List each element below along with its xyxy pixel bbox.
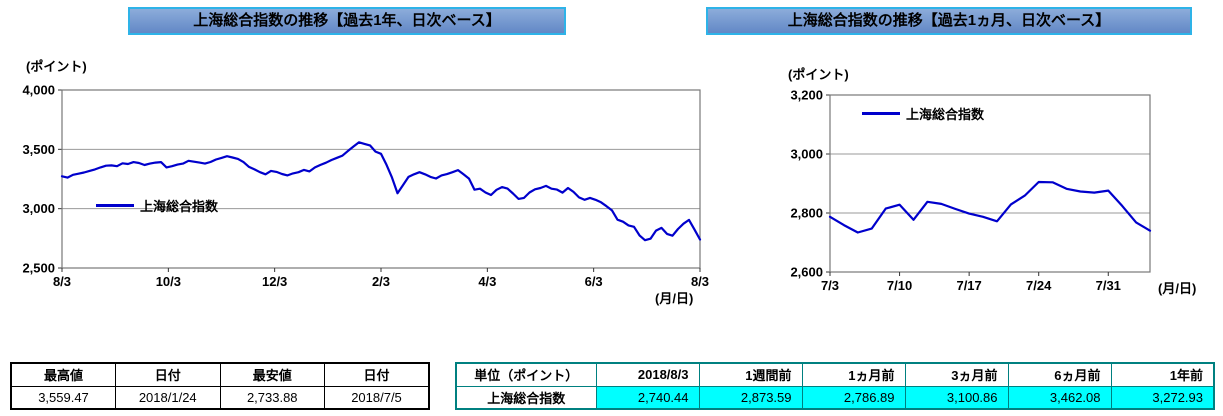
svg-text:3,500: 3,500 <box>22 142 55 157</box>
svg-text:8/3: 8/3 <box>691 274 709 289</box>
year-chart-title: 上海総合指数の推移【過去1年、日次ベース】 <box>128 7 566 35</box>
svg-text:12/3: 12/3 <box>262 274 287 289</box>
legend-line-swatch <box>862 112 900 115</box>
table-cell: 3,100.86 <box>904 385 1009 410</box>
table-cell: 2,873.59 <box>698 385 803 410</box>
svg-text:10/3: 10/3 <box>156 274 181 289</box>
month-chart-title: 上海総合指数の推移【過去1ヵ月、日次ベース】 <box>706 7 1192 35</box>
table-header-cell: 2018/8/3 <box>595 362 700 387</box>
month-chart-legend-label: 上海総合指数 <box>906 107 985 122</box>
svg-text:7/10: 7/10 <box>887 278 912 293</box>
table-header-cell: 最安値 <box>219 362 325 387</box>
svg-text:2,800: 2,800 <box>790 206 823 221</box>
table-header-cell: 日付 <box>324 362 430 387</box>
table-header-row: 単位（ポイント） 2018/8/3 1週間前 1ヵ月前 3ヵ月前 6ヵ月前 1年… <box>455 362 1215 387</box>
high-date-cell: 2018/1/24 <box>115 385 221 410</box>
year-chart-y-unit-label: (ポイント) <box>26 59 87 74</box>
table-header-cell: 1週間前 <box>698 362 803 387</box>
month-chart: (ポイント) 2,600 2,800 3,000 3,200 7/3 7/10 7/17 7/… <box>758 58 1223 313</box>
table-row: 3,559.47 2018/1/24 2,733.88 2018/7/5 <box>10 385 430 410</box>
high-low-table: 最高値 日付 最安値 日付 3,559.47 2018/1/24 2,733.8… <box>10 362 430 410</box>
svg-text:7/17: 7/17 <box>956 278 981 293</box>
table-cell: 3,272.93 <box>1110 385 1215 410</box>
svg-text:7/3: 7/3 <box>821 278 839 293</box>
svg-text:2,600: 2,600 <box>790 265 823 280</box>
low-date-cell: 2018/7/5 <box>324 385 430 410</box>
month-chart-y-unit-label: (ポイント) <box>788 67 849 82</box>
low-value-cell: 2,733.88 <box>219 385 325 410</box>
svg-text:6/3: 6/3 <box>585 274 603 289</box>
table-cell: 2,740.44 <box>595 385 700 410</box>
svg-text:7/31: 7/31 <box>1096 278 1121 293</box>
svg-text:3,000: 3,000 <box>790 147 823 162</box>
svg-text:3,200: 3,200 <box>790 88 823 103</box>
year-chart-x-unit-label: (月/日) <box>655 291 694 306</box>
table-row: 上海総合指数 2,740.44 2,873.59 2,786.89 3,100.… <box>455 385 1215 410</box>
high-value-cell: 3,559.47 <box>10 385 116 410</box>
year-chart-legend-label: 上海総合指数 <box>140 199 219 214</box>
svg-text:7/24: 7/24 <box>1026 278 1052 293</box>
svg-text:3,000: 3,000 <box>22 201 55 216</box>
table-header-cell: 単位（ポイント） <box>455 362 597 387</box>
svg-text:2/3: 2/3 <box>372 274 390 289</box>
table-header-row: 最高値 日付 最安値 日付 <box>10 362 430 387</box>
table-cell: 3,462.08 <box>1007 385 1112 410</box>
table-header-cell: 1年前 <box>1110 362 1215 387</box>
table-header-cell: 3ヵ月前 <box>904 362 1009 387</box>
index-summary-table: 単位（ポイント） 2018/8/3 1週間前 1ヵ月前 3ヵ月前 6ヵ月前 1年… <box>455 362 1215 410</box>
year-chart-plot: 2,500 3,000 3,500 4,000 8/3 10/3 12/3 2/3 4/3 6/3… <box>22 83 709 290</box>
table-header-cell: 最高値 <box>10 362 116 387</box>
table-cell: 2,786.89 <box>801 385 906 410</box>
svg-text:8/3: 8/3 <box>53 274 71 289</box>
year-chart-legend: 上海総合指数 <box>96 196 218 215</box>
svg-text:4/3: 4/3 <box>478 274 496 289</box>
svg-text:4,000: 4,000 <box>22 83 55 98</box>
index-name-cell: 上海総合指数 <box>455 385 597 410</box>
table-header-cell: 日付 <box>115 362 221 387</box>
legend-line-swatch <box>96 204 134 207</box>
table-header-cell: 6ヵ月前 <box>1007 362 1112 387</box>
month-chart-legend: 上海総合指数 <box>862 104 984 123</box>
year-chart: (ポイント) 2,500 3,000 3,500 4,000 8/3 10/3 12/3 2/… <box>10 52 714 312</box>
month-chart-x-unit-label: (月/日) <box>1158 281 1197 296</box>
table-header-cell: 1ヵ月前 <box>801 362 906 387</box>
svg-text:2,500: 2,500 <box>22 261 55 276</box>
month-chart-plot: 2,600 2,800 3,000 3,200 7/3 7/10 7/17 7/24 7/31 <box>790 88 1152 293</box>
